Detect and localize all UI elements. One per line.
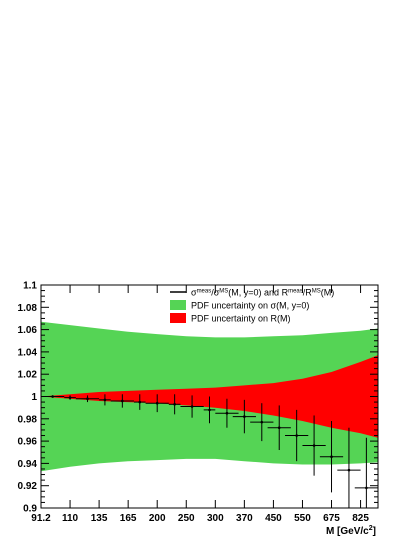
x-axis-label-main: M [GeV/c — [326, 526, 369, 537]
x-axis-label-close: ] — [373, 526, 376, 537]
y-tick-label: 1.04 — [18, 347, 38, 358]
legend-label: PDF uncertainty on R(M) — [191, 314, 291, 324]
data-point — [354, 437, 378, 508]
data-point — [285, 409, 309, 462]
x-tick-label: 370 — [236, 513, 253, 524]
data-point — [319, 421, 344, 493]
point-marker — [173, 403, 176, 406]
x-tick-label: 135 — [91, 513, 108, 524]
x-tick-label: 91.2 — [31, 513, 51, 524]
point-marker — [277, 426, 281, 430]
y-tick-label: 0.96 — [18, 437, 38, 448]
point-marker — [51, 395, 54, 398]
point-marker — [312, 444, 316, 447]
point-marker — [208, 408, 211, 412]
data-point — [75, 395, 100, 403]
point-marker — [295, 434, 298, 437]
x-tick-label: 250 — [178, 513, 195, 524]
point-marker — [138, 400, 142, 404]
x-tick-label: 165 — [120, 513, 137, 524]
point-marker — [365, 486, 368, 490]
x-axis: 91.2 110 135 165 200 250 300 370 450 550 675 825 — [31, 285, 369, 524]
legend-label: PDF uncertainty on σ(M, y=0) — [191, 301, 309, 311]
point-marker — [121, 399, 124, 403]
point-marker — [86, 397, 89, 401]
y-tick-label: 1.06 — [18, 325, 38, 336]
y-tick-label: 0.98 — [18, 414, 38, 425]
point-marker — [68, 396, 72, 399]
data-point — [133, 394, 146, 410]
legend-box-swatch — [170, 313, 186, 323]
point-marker — [155, 401, 159, 405]
data-points — [41, 394, 378, 508]
point-marker — [243, 415, 246, 418]
y-tick-label: 1.02 — [18, 370, 38, 381]
point-marker — [190, 405, 194, 408]
x-axis-label-superscript: 2 — [369, 525, 373, 532]
data-point — [250, 403, 274, 442]
x-tick-label: 550 — [294, 513, 311, 524]
data-point — [168, 394, 181, 415]
x-tick-label: 300 — [207, 513, 224, 524]
y-tick-label: 1.08 — [18, 303, 38, 314]
y-tick-label: 0.92 — [18, 481, 38, 492]
point-marker — [103, 398, 107, 402]
x-tick-label: 110 — [62, 513, 79, 524]
data-point — [302, 415, 326, 476]
data-point — [337, 427, 361, 508]
data-point — [64, 395, 76, 400]
y-tick-label: 1.1 — [23, 281, 37, 292]
y-axis: 0.9 0.92 0.94 0.96 0.98 1 1.02 1.04 1.06 1.08 1.1 — [18, 281, 378, 515]
x-tick-label: 200 — [149, 513, 166, 524]
data-point — [99, 394, 111, 406]
legend-entry: PDF uncertainty on σ(M, y=0) — [170, 300, 309, 311]
x-tick-label: 450 — [265, 513, 282, 524]
point-marker — [330, 455, 333, 459]
data-point — [110, 394, 134, 408]
point-marker — [347, 468, 351, 472]
y-tick-label: 1 — [31, 392, 37, 403]
legend-entry: PDF uncertainty on R(M) — [170, 313, 291, 324]
data-point — [180, 395, 204, 418]
data-point — [145, 394, 169, 413]
y-tick-label: 0.94 — [18, 459, 38, 470]
point-marker — [260, 420, 264, 424]
legend-entry: σmeas/σMS(M, y=0) and Rmeas/RMS(M) — [170, 288, 334, 298]
data-point — [203, 396, 216, 424]
data-point — [215, 398, 239, 428]
x-axis-label: M [GeV/c2] — [326, 525, 376, 537]
legend-box-swatch — [170, 300, 186, 310]
legend-label: σmeas/σMS(M, y=0) and Rmeas/RMS(M) — [191, 288, 334, 298]
data-point — [232, 399, 256, 434]
y-tick-label: 0.9 — [23, 504, 37, 515]
x-tick-label: 675 — [323, 513, 340, 524]
legend: σmeas/σMS(M, y=0) and Rmeas/RMS(M) PDF un… — [170, 288, 334, 324]
data-point — [267, 405, 291, 451]
point-marker — [225, 411, 229, 415]
x-tick-label: 825 — [352, 513, 369, 524]
